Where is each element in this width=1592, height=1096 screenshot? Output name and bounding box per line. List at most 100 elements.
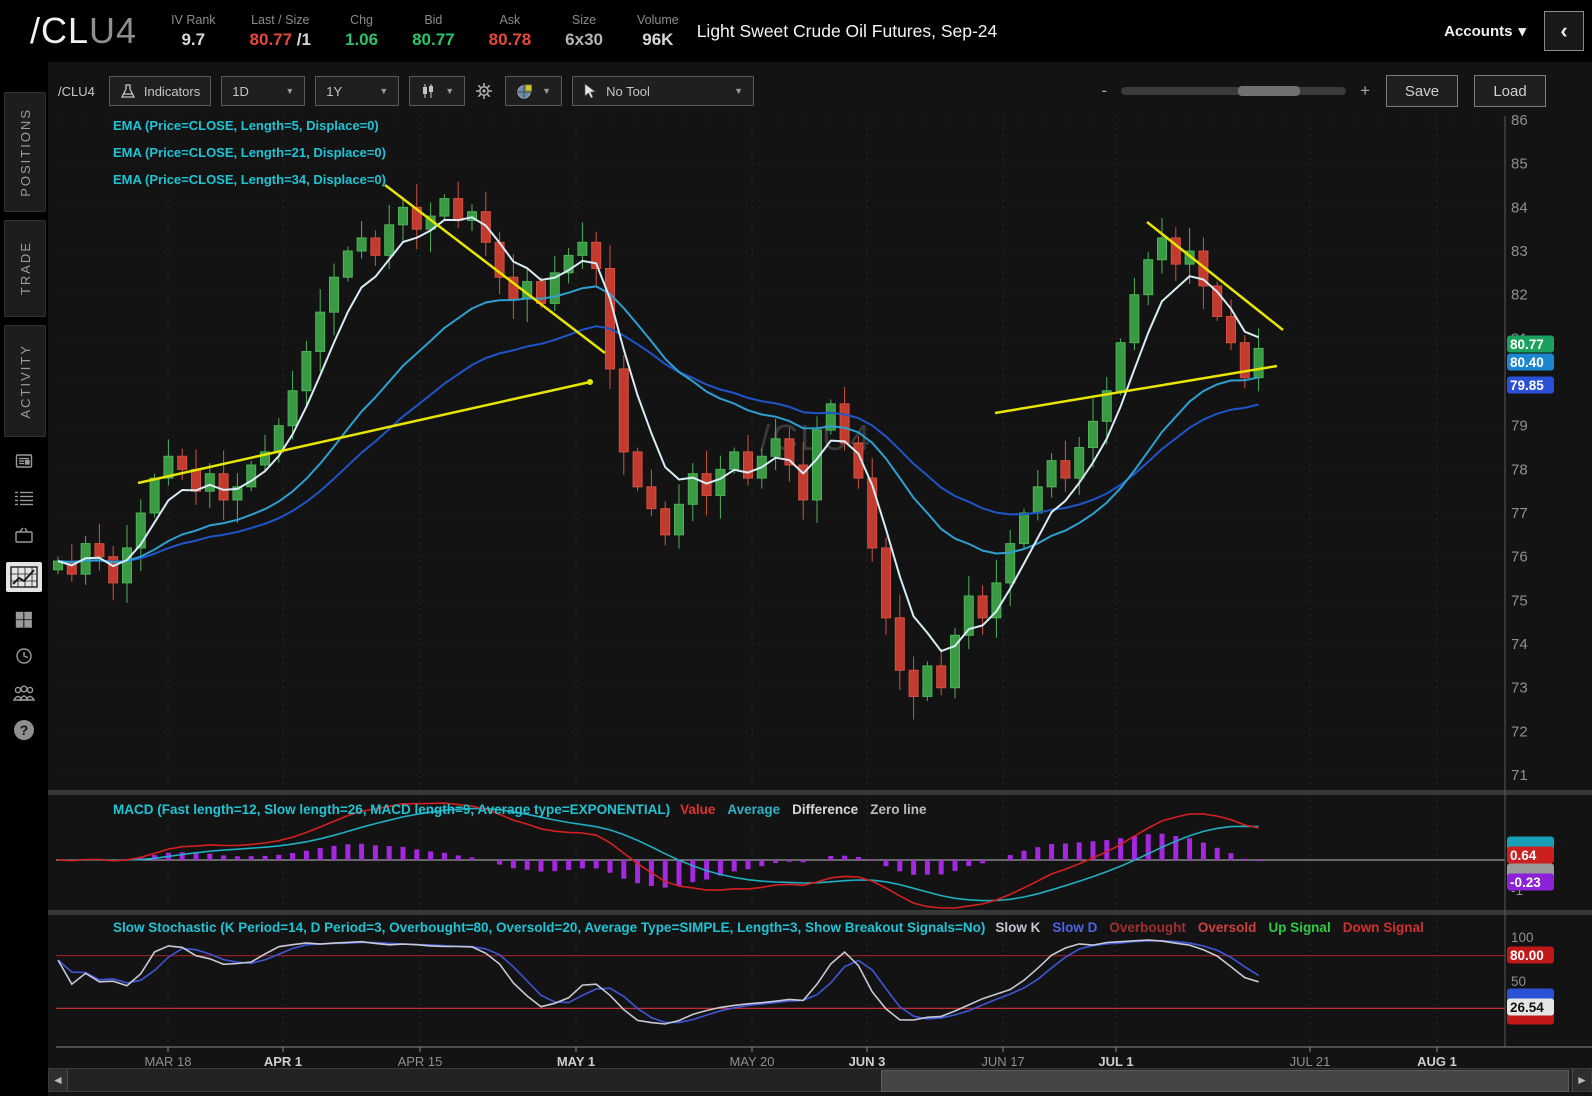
horizontal-scrollbar[interactable]: ◄ ► [48, 1068, 1592, 1092]
globe-layout-icon [516, 83, 533, 100]
trendline [384, 184, 606, 354]
chevron-down-icon: ▼ [285, 86, 295, 96]
svg-text:77: 77 [1511, 505, 1528, 522]
field-volume: Volume 96K [637, 12, 679, 49]
scroll-right-button[interactable]: ► [1572, 1069, 1591, 1091]
ema-label[interactable]: EMA (Price=CLOSE, Length=34, Displace=0) [113, 172, 386, 187]
chevron-left-icon: ‹ [1560, 18, 1568, 43]
sidebar-tab-activity[interactable]: ACTIVITY [4, 325, 46, 437]
field-size: Size 6x30 [565, 12, 603, 49]
zoom-control: - + [1101, 81, 1370, 101]
tv-icon[interactable] [13, 525, 35, 545]
sidebar-tab-positions[interactable]: POSITIONS [4, 92, 46, 212]
svg-text:84: 84 [1511, 199, 1528, 216]
zoom-in-button[interactable]: + [1360, 81, 1370, 100]
symbol-title: /CLU4 [30, 10, 138, 51]
help-icon[interactable]: ? [13, 720, 35, 740]
axis-price-bubble [1507, 335, 1554, 353]
chevron-down-icon: ▼ [542, 86, 552, 96]
svg-text:72: 72 [1511, 723, 1528, 740]
chart-type-dropdown[interactable]: ▼ [409, 76, 466, 106]
svg-text:82: 82 [1511, 287, 1528, 304]
stochastic-study-label[interactable]: Slow Stochastic (K Period=14, D Period=3… [113, 920, 1424, 935]
ema-label[interactable]: EMA (Price=CLOSE, Length=21, Displace=0) [113, 145, 386, 160]
svg-text:85: 85 [1511, 156, 1528, 173]
ema-study-labels: EMA (Price=CLOSE, Length=5, Displace=0) … [113, 112, 386, 193]
svg-text:JUN 17: JUN 17 [981, 1054, 1024, 1069]
watchlist-icon[interactable] [13, 488, 35, 508]
svg-text:80.77: 80.77 [1510, 337, 1544, 352]
zoom-out-button[interactable]: - [1101, 81, 1108, 100]
trendline [137, 380, 591, 485]
load-button[interactable]: Load [1474, 75, 1546, 107]
chart-panel: /CLU4 Indicators 1D ▼ 1Y ▼ ▼ [48, 62, 1592, 1096]
chevron-down-icon: ▾ [1518, 23, 1526, 40]
community-people-icon[interactable] [13, 683, 35, 703]
collapse-panel-button[interactable]: ‹ [1544, 11, 1584, 51]
timeframe-dropdown[interactable]: 1D ▼ [221, 76, 306, 106]
trendline [994, 364, 1278, 415]
svg-text:JUN 3: JUN 3 [849, 1054, 886, 1069]
save-button[interactable]: Save [1386, 75, 1458, 107]
svg-text:100: 100 [1511, 930, 1534, 945]
macd-value-line [57, 802, 1259, 909]
layout-dropdown[interactable]: ▼ [505, 76, 563, 106]
apps-grid-icon[interactable] [13, 609, 35, 629]
history-clock-icon[interactable] [13, 646, 35, 666]
chart-symbol-label: /CLU4 [58, 83, 95, 99]
sidebar-tab-trade[interactable]: TRADE [4, 220, 46, 317]
price-chart-canvas[interactable]: /CLU486858483828180797877767574737271-11… [48, 108, 1592, 1073]
cursor-arrow-icon [583, 83, 596, 99]
svg-text:MAR 18: MAR 18 [145, 1054, 192, 1069]
candlestick-icon [420, 83, 436, 99]
axis-price-bubble [1507, 846, 1554, 864]
svg-text:83: 83 [1511, 243, 1528, 260]
macd-study-label[interactable]: MACD (Fast length=12, Slow length=26, MA… [113, 802, 927, 817]
svg-text:73: 73 [1511, 680, 1528, 697]
charts-icon[interactable] [6, 562, 42, 592]
field-iv-rank: IV Rank 9.7 [171, 12, 216, 49]
chevron-down-icon: ▼ [379, 86, 389, 96]
axis-price-bubble [1507, 998, 1554, 1016]
axis-price-bubble [1507, 873, 1554, 891]
svg-text:75: 75 [1511, 592, 1528, 609]
svg-text:26.54: 26.54 [1510, 1000, 1544, 1015]
indicators-button[interactable]: Indicators [108, 76, 212, 106]
svg-text:APR 1: APR 1 [264, 1054, 302, 1069]
ema-line [57, 216, 1259, 653]
zoom-slider-thumb[interactable] [1238, 86, 1301, 96]
svg-text:-0.23: -0.23 [1510, 875, 1541, 890]
scroll-left-button[interactable]: ◄ [49, 1069, 68, 1091]
svg-text:0.64: 0.64 [1510, 848, 1537, 863]
trendline [1146, 221, 1284, 331]
chevron-down-icon: ▼ [734, 86, 744, 96]
svg-text:71: 71 [1511, 767, 1528, 784]
news-icon[interactable] [13, 451, 35, 471]
macd-histogram [138, 833, 1262, 888]
field-bid: Bid 80.77 [412, 12, 455, 49]
axis-price-bubble [1507, 353, 1554, 371]
svg-text:79.85: 79.85 [1510, 378, 1544, 393]
quote-header: /CLU4 IV Rank 9.7 Last / Size 80.77 /1 C… [0, 0, 1592, 62]
range-dropdown[interactable]: 1Y ▼ [315, 76, 400, 106]
field-chg: Chg 1.06 [344, 12, 379, 49]
svg-text:76: 76 [1511, 549, 1528, 566]
svg-text:JUL 1: JUL 1 [1098, 1054, 1133, 1069]
drawing-tool-dropdown[interactable]: No Tool ▼ [572, 76, 755, 106]
accounts-menu[interactable]: Accounts ▾ [1444, 22, 1526, 41]
ema-label[interactable]: EMA (Price=CLOSE, Length=5, Displace=0) [113, 118, 379, 133]
chart-toolbar: /CLU4 Indicators 1D ▼ 1Y ▼ ▼ [48, 74, 1592, 108]
scrollbar-thumb[interactable] [881, 1070, 1569, 1092]
chart-settings-gear-icon[interactable] [475, 82, 493, 100]
zoom-slider[interactable] [1121, 86, 1347, 96]
chevron-down-icon: ▼ [445, 86, 455, 96]
field-last-size: Last / Size 80.77 /1 [249, 12, 311, 49]
svg-text:MAY 20: MAY 20 [729, 1054, 774, 1069]
axis-price-bubble [1507, 376, 1554, 394]
studies-flask-icon [120, 83, 136, 99]
instrument-name: Light Sweet Crude Oil Futures, Sep-24 [696, 20, 998, 41]
axis-price-bubble [1507, 946, 1554, 964]
ema-line [57, 285, 1259, 564]
left-sidebar: POSITIONS TRADE ACTIVITY [0, 62, 48, 1096]
